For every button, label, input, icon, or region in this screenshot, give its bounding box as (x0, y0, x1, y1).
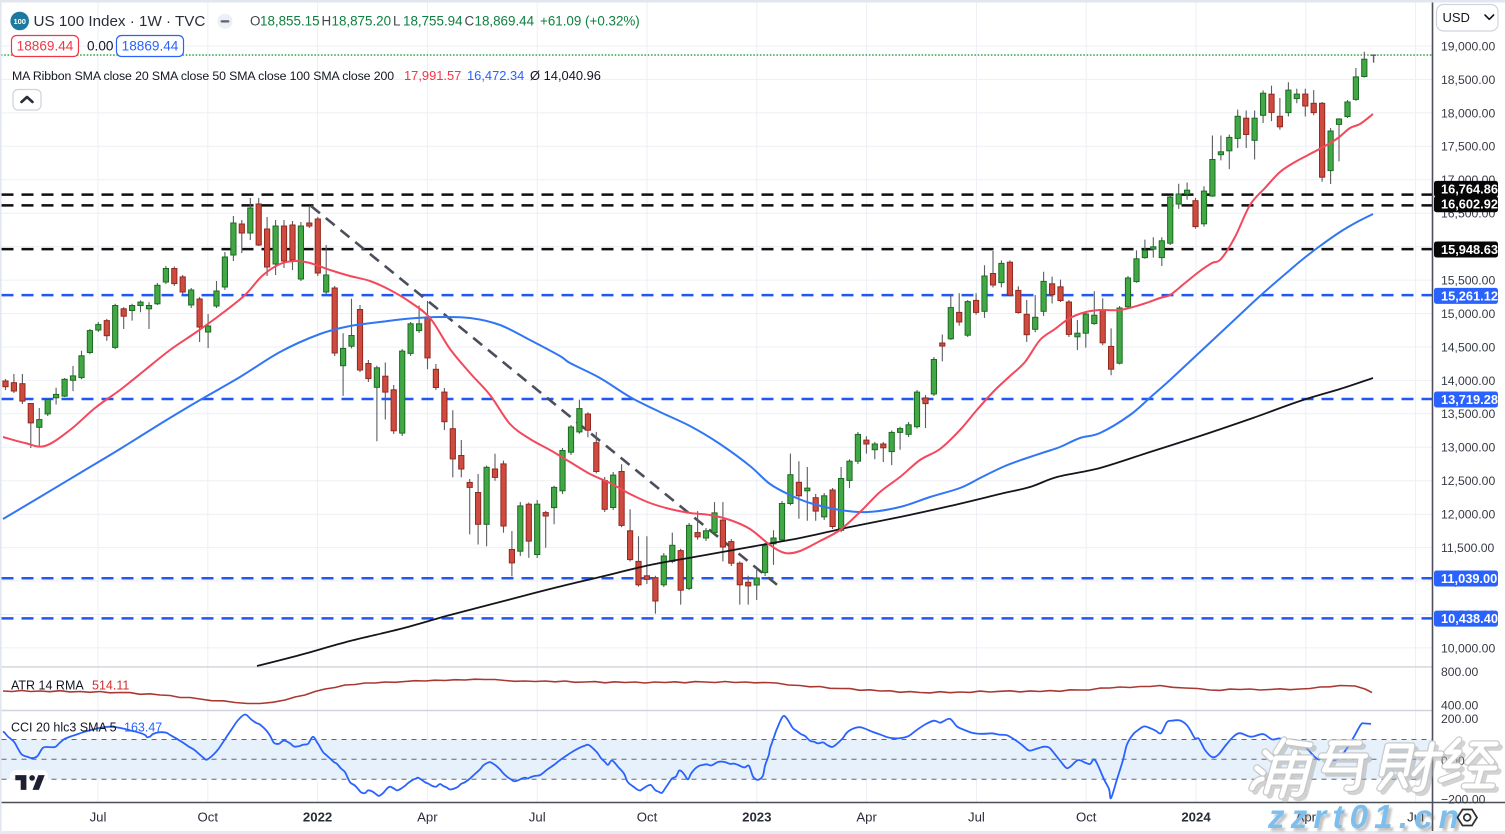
svg-text:15,000.00: 15,000.00 (1441, 307, 1495, 321)
svg-text:Jul: Jul (90, 810, 107, 825)
svg-text:19,000.00: 19,000.00 (1441, 39, 1495, 53)
svg-text:0.00: 0.00 (87, 39, 114, 54)
svg-text:100: 100 (13, 17, 26, 26)
svg-text:18869.44: 18869.44 (17, 39, 74, 54)
svg-text:17,500.00: 17,500.00 (1441, 140, 1495, 154)
svg-text:18,855.15: 18,855.15 (260, 14, 320, 29)
svg-text:15,261.12: 15,261.12 (1441, 288, 1498, 303)
svg-text:2022: 2022 (303, 810, 332, 825)
svg-text:−200.00: −200.00 (1441, 793, 1486, 807)
svg-text:12,500.00: 12,500.00 (1441, 474, 1495, 488)
svg-text:17,991.57: 17,991.57 (404, 68, 461, 83)
svg-text:Apr: Apr (856, 810, 877, 825)
svg-text:16,472.34: 16,472.34 (467, 68, 524, 83)
svg-text:16,602.92: 16,602.92 (1441, 197, 1498, 212)
svg-text:13,500.00: 13,500.00 (1441, 407, 1495, 421)
svg-text:10,000.00: 10,000.00 (1441, 641, 1495, 655)
svg-text:18,875.20: 18,875.20 (332, 14, 392, 29)
svg-text:Jul: Jul (1407, 810, 1424, 825)
svg-text:Oct: Oct (1076, 810, 1097, 825)
svg-text:+61.09 (+0.32%): +61.09 (+0.32%) (540, 14, 640, 29)
svg-text:2024: 2024 (1181, 810, 1211, 825)
svg-text:18,000.00: 18,000.00 (1441, 106, 1495, 120)
svg-text:400.00: 400.00 (1441, 699, 1478, 713)
svg-text:USD: USD (1443, 10, 1470, 25)
svg-text:CCI 20 hlc3 SMA 5: CCI 20 hlc3 SMA 5 (11, 721, 117, 735)
svg-text:Ø 14,040.96: Ø 14,040.96 (530, 68, 601, 83)
svg-text:15,948.63: 15,948.63 (1441, 242, 1498, 257)
svg-text:H: H (322, 14, 332, 29)
svg-text:US 100 Index · 1W · TVC: US 100 Index · 1W · TVC (34, 13, 206, 30)
svg-text:12,000.00: 12,000.00 (1441, 508, 1495, 522)
svg-text:10,438.40: 10,438.40 (1441, 611, 1498, 626)
svg-text:18,500.00: 18,500.00 (1441, 73, 1495, 87)
svg-text:C: C (465, 14, 475, 29)
svg-text:Oct: Oct (198, 810, 219, 825)
svg-text:18,755.94: 18,755.94 (403, 14, 463, 29)
svg-text:18,869.44: 18,869.44 (475, 14, 535, 29)
svg-text:163.47: 163.47 (124, 721, 162, 735)
svg-text:Apr: Apr (417, 810, 438, 825)
svg-text:11,500.00: 11,500.00 (1441, 541, 1495, 555)
svg-text:200.00: 200.00 (1441, 712, 1478, 726)
svg-text:ATR 14 RMA: ATR 14 RMA (11, 679, 84, 693)
svg-text:O: O (250, 14, 260, 29)
svg-text:800.00: 800.00 (1441, 665, 1478, 679)
svg-text:514.11: 514.11 (92, 679, 129, 693)
svg-text:MA Ribbon SMA close 20 SMA clo: MA Ribbon SMA close 20 SMA close 50 SMA … (12, 69, 394, 83)
svg-text:L: L (393, 14, 400, 29)
svg-text:14,500.00: 14,500.00 (1441, 340, 1495, 354)
svg-text:2023: 2023 (742, 810, 771, 825)
svg-text:11,039.00: 11,039.00 (1441, 571, 1497, 586)
svg-text:Jul: Jul (968, 810, 985, 825)
svg-text:13,719.28: 13,719.28 (1441, 392, 1498, 407)
svg-text:15,500.00: 15,500.00 (1441, 274, 1495, 288)
svg-text:Apr: Apr (1296, 810, 1317, 825)
svg-text:18869.44: 18869.44 (122, 39, 179, 54)
svg-text:16,764.86: 16,764.86 (1441, 181, 1498, 196)
svg-text:Oct: Oct (637, 810, 658, 825)
svg-text:Jul: Jul (529, 810, 546, 825)
svg-text:13,000.00: 13,000.00 (1441, 441, 1495, 455)
svg-text:14,000.00: 14,000.00 (1441, 374, 1495, 388)
